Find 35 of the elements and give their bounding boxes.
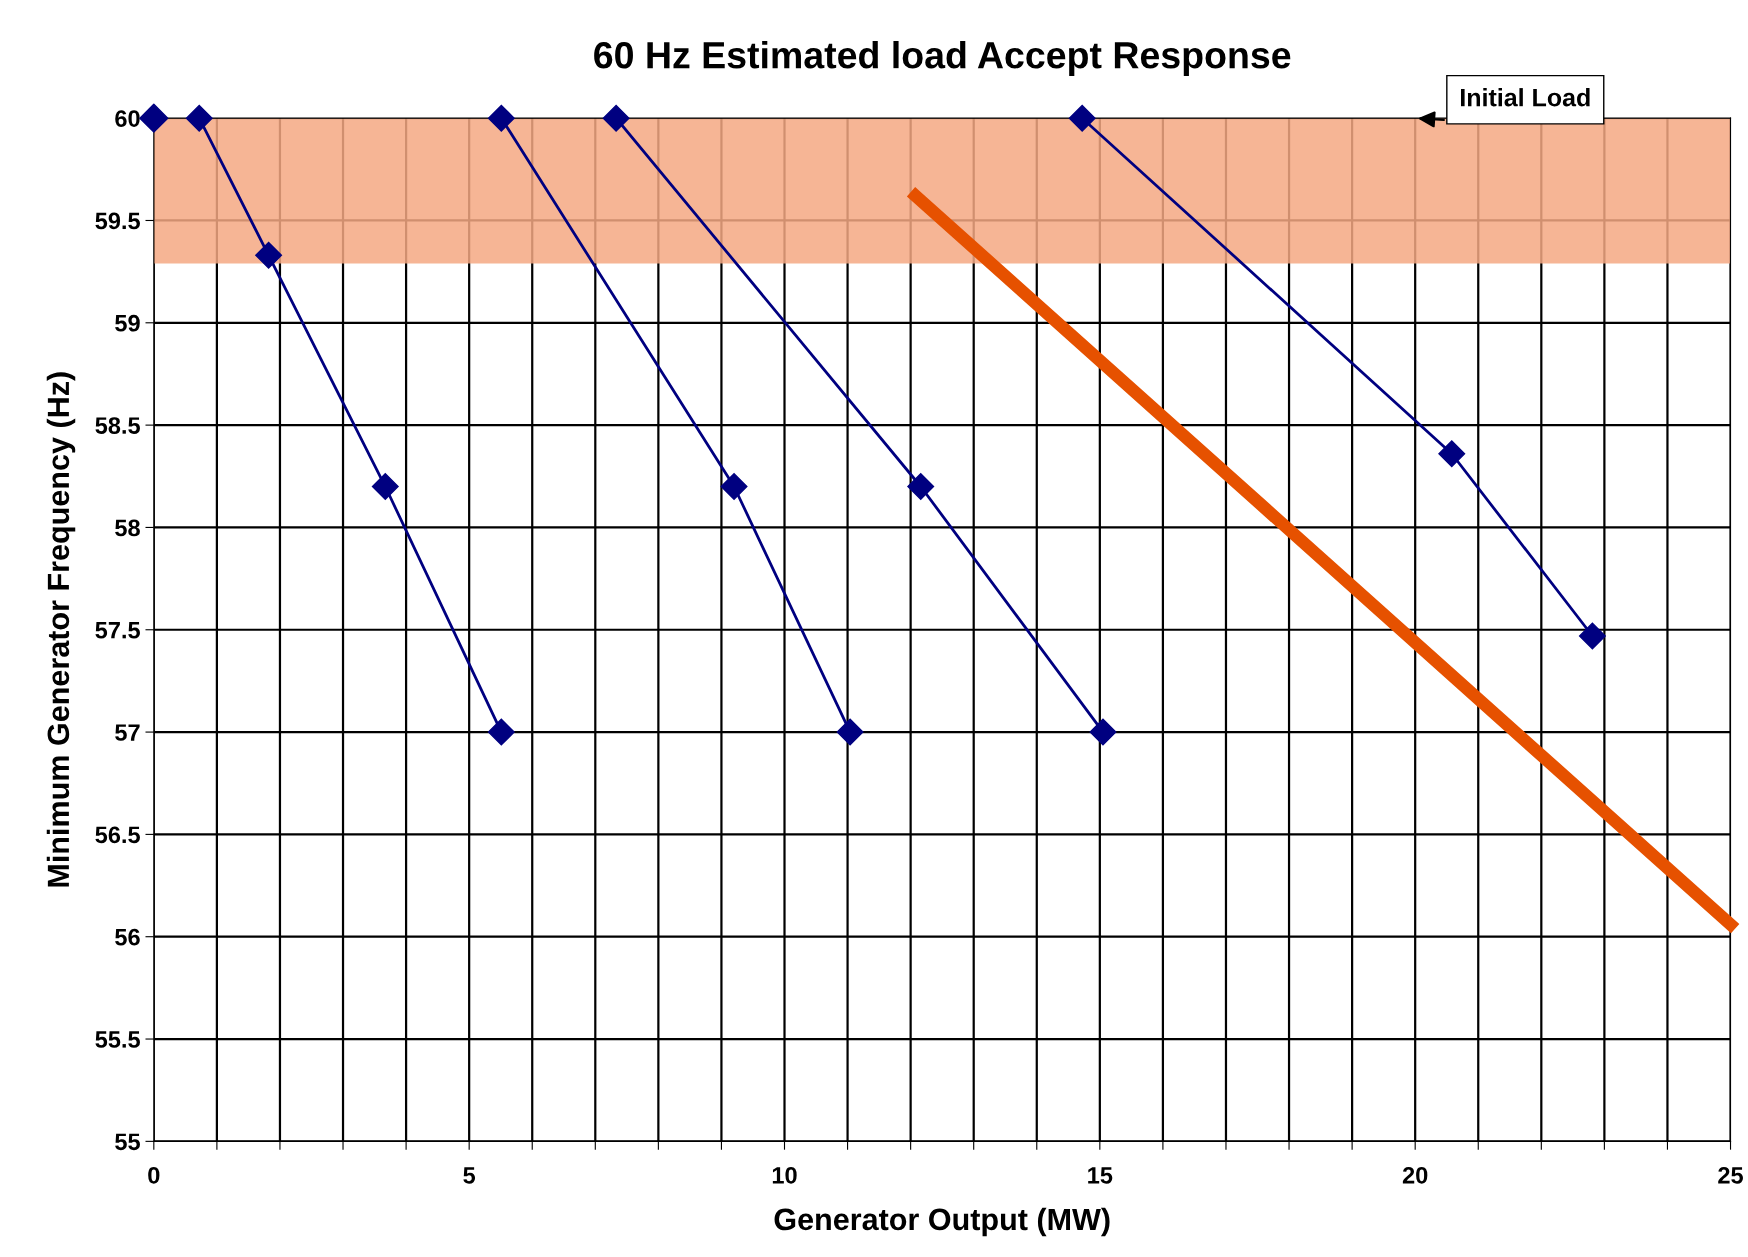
- point: [602, 104, 630, 132]
- x-tick-label: 0: [148, 1166, 160, 1184]
- y-tick-label: 57.5: [95, 622, 140, 639]
- point: [139, 103, 169, 133]
- y-axis-title: Minimum Generator Frequency (Hz): [46, 372, 76, 887]
- y-tick-label: 55.5: [95, 1031, 140, 1048]
- y-tick-label: 56.5: [95, 826, 140, 844]
- point: [1578, 622, 1606, 650]
- annotation: Initial Load: [1461, 88, 1590, 107]
- point: [1068, 104, 1096, 132]
- x-tick-label: 10: [772, 1166, 797, 1184]
- y-tick-label: 57: [115, 724, 140, 741]
- x-tick-label: 20: [1402, 1166, 1428, 1184]
- y-tick-label: 58: [115, 519, 140, 537]
- y-tick-label: 58.5: [95, 417, 140, 434]
- y-tick-label: 59: [115, 314, 140, 332]
- y-tick-label: 60: [115, 110, 140, 127]
- point: [371, 473, 399, 500]
- point: [836, 718, 864, 746]
- point: [1438, 440, 1466, 468]
- point: [487, 718, 515, 746]
- y-tick-label: 55: [115, 1133, 140, 1151]
- y-tick-label: 56: [115, 928, 140, 946]
- x-axis-title: Generator Output (MW): [774, 1207, 1110, 1237]
- y-tick-label: 59.5: [95, 212, 140, 230]
- x-tick-label: 25: [1718, 1166, 1743, 1184]
- x-tick-label: 15: [1088, 1167, 1113, 1184]
- point: [185, 104, 213, 132]
- point: [1089, 718, 1117, 746]
- point: [487, 104, 515, 132]
- point: [907, 473, 935, 500]
- point: [255, 241, 283, 269]
- chart-title: 60 Hz Estimated load Accept Response: [594, 40, 1291, 76]
- x-tick-label: 5: [463, 1167, 476, 1184]
- point: [720, 473, 748, 500]
